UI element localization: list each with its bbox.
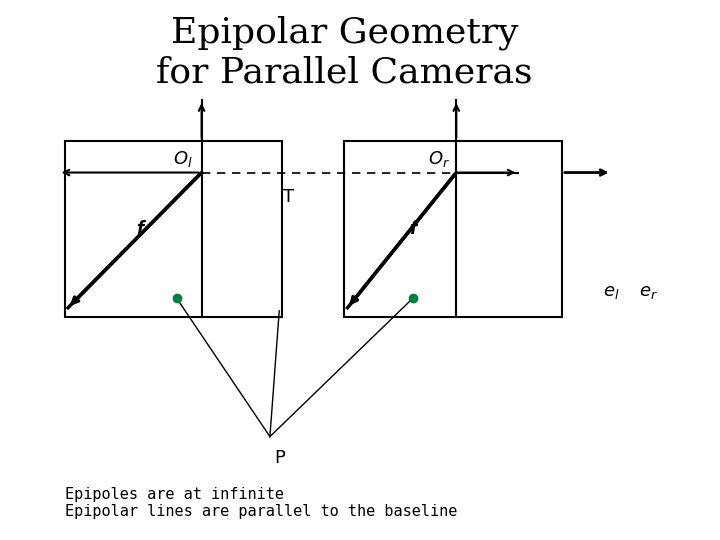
Text: Epipoles are at infinite
Epipolar lines are parallel to the baseline: Epipoles are at infinite Epipolar lines … (65, 487, 457, 519)
Text: $e_l$: $e_l$ (603, 283, 620, 301)
Text: Epipolar Geometry
for Parallel Cameras: Epipolar Geometry for Parallel Cameras (156, 15, 533, 89)
Bar (344, 141, 562, 317)
Bar (65, 141, 282, 317)
Text: f: f (409, 220, 416, 238)
Text: $O_r$: $O_r$ (428, 150, 450, 170)
Text: P: P (274, 449, 284, 467)
Text: f: f (136, 220, 143, 238)
Text: $e_r$: $e_r$ (639, 283, 658, 301)
Text: T: T (283, 188, 294, 206)
Text: $O_l$: $O_l$ (173, 150, 192, 170)
